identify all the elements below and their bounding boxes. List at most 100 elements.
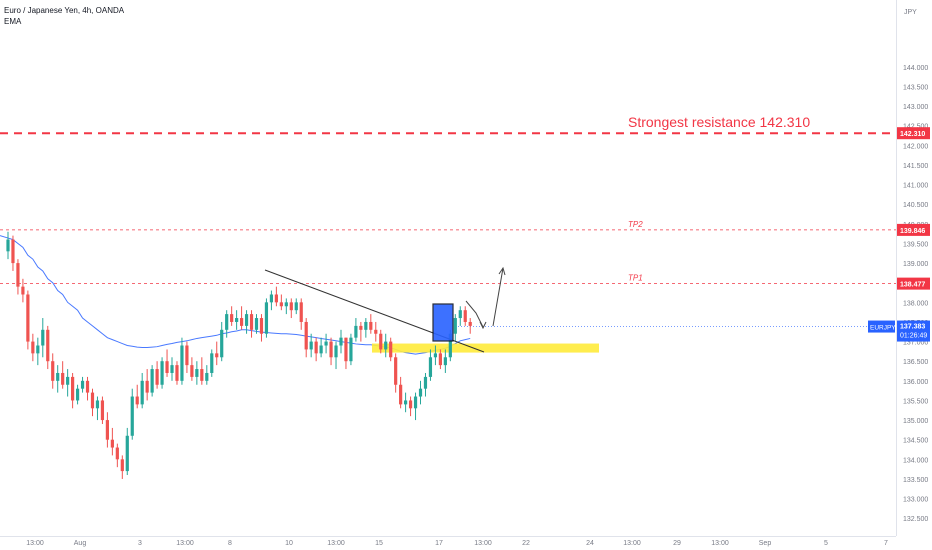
- x-tick-label: 29: [673, 540, 681, 547]
- tp-annotation: TP1: [628, 274, 643, 283]
- candle-body: [359, 325, 363, 330]
- y-tick-label: 142.000: [903, 143, 928, 150]
- level-price-badge: [897, 223, 930, 236]
- candle-body: [344, 337, 348, 362]
- candle-body: [66, 376, 70, 385]
- candle-body: [41, 329, 45, 346]
- candle-body: [170, 365, 174, 373]
- y-tick-label: 134.000: [903, 457, 928, 464]
- x-tick-label: 15: [375, 540, 383, 547]
- candle-body: [264, 302, 269, 334]
- candle-body: [468, 321, 472, 326]
- x-tick-label: 24: [586, 540, 594, 547]
- candle-body: [314, 341, 318, 354]
- x-tick-label: Aug: [74, 540, 87, 547]
- candle-body: [438, 353, 442, 366]
- x-tick-label: 13:00: [176, 540, 194, 547]
- y-tick-label: 136.000: [903, 379, 928, 386]
- candle-body: [80, 380, 85, 389]
- level-price-badge: [897, 277, 930, 290]
- candle-body: [61, 372, 65, 385]
- candle-body: [200, 369, 204, 381]
- y-tick-label: 134.500: [903, 438, 928, 445]
- candle-body: [239, 318, 244, 326]
- candle-body: [85, 380, 90, 393]
- candle-body: [254, 318, 259, 330]
- candle-body: [215, 353, 219, 358]
- candle-body: [279, 302, 283, 307]
- tp-annotation: TP2: [628, 220, 643, 229]
- symbol-badge-text: EURJPY: [870, 325, 896, 332]
- y-tick-label: 143.000: [903, 104, 928, 111]
- ema-line: [0, 235, 471, 355]
- candle-body: [259, 318, 264, 334]
- candle-body: [210, 353, 214, 373]
- candle-body: [364, 321, 368, 330]
- candle-body: [269, 294, 274, 303]
- candle-body: [324, 341, 328, 346]
- indicator-label[interactable]: EMA: [4, 17, 22, 26]
- x-tick-label: 13:00: [327, 540, 345, 547]
- candle-body: [309, 341, 313, 350]
- x-tick-label: 13:00: [474, 540, 492, 547]
- candle-body: [110, 439, 114, 448]
- candle-body: [369, 321, 373, 330]
- level-price-text: 139.846: [900, 228, 925, 235]
- candle-body: [299, 302, 303, 322]
- candle-body: [150, 369, 154, 393]
- candle-body: [135, 396, 139, 405]
- y-tick-label: 139.500: [903, 241, 928, 248]
- y-tick-label: 139.000: [903, 261, 928, 268]
- candle-body: [374, 329, 378, 334]
- y-tick-label: 135.500: [903, 398, 928, 405]
- candle-body: [105, 420, 109, 440]
- candle-body: [304, 321, 308, 350]
- symbol-header: Euro / Japanese Yen, 4h, OANDA EMA: [4, 5, 124, 27]
- y-tick-label: 132.500: [903, 516, 928, 523]
- candle-body: [413, 396, 418, 409]
- candle-body: [423, 376, 428, 389]
- candle-body: [100, 400, 105, 421]
- y-tick-label: 144.000: [903, 65, 928, 72]
- candle-body: [433, 353, 438, 358]
- candle-body: [190, 365, 194, 377]
- candle-body: [160, 361, 164, 385]
- y-tick-label: 143.500: [903, 84, 928, 91]
- candle-body: [120, 459, 124, 472]
- candle-body: [145, 380, 149, 393]
- level-price-badge: [897, 127, 930, 140]
- level-price-text: 142.310: [900, 131, 925, 138]
- candle-body: [448, 333, 452, 358]
- candle-body: [195, 369, 199, 377]
- bar-countdown-text: 01:26:49: [900, 333, 927, 340]
- candle-body: [274, 294, 278, 303]
- candle-body: [289, 302, 293, 311]
- candle-body: [71, 376, 75, 401]
- up-arrow-head: [498, 266, 506, 276]
- candle-body: [130, 396, 134, 436]
- y-tick-label: 138.000: [903, 300, 928, 307]
- candle-body: [284, 302, 288, 307]
- candle-body: [125, 435, 129, 472]
- candle-body: [354, 325, 358, 338]
- candle-body: [235, 318, 239, 322]
- candle-body: [31, 341, 35, 354]
- candle-body: [458, 310, 462, 319]
- x-tick-label: 17: [435, 540, 443, 547]
- candle-body: [175, 365, 179, 381]
- symbol-title[interactable]: Euro / Japanese Yen, 4h, OANDA: [4, 6, 125, 15]
- current-price-text: 137.383: [900, 324, 925, 331]
- candle-body: [428, 357, 433, 377]
- candle-body: [230, 314, 234, 322]
- y-tick-label: 136.500: [903, 359, 928, 366]
- x-tick-label: 13:00: [623, 540, 641, 547]
- down-arrow-head: [479, 321, 487, 330]
- candle-body: [399, 384, 403, 405]
- resistance-annotation: Strongest resistance 142.310: [628, 114, 810, 130]
- price-axis-background: [896, 0, 932, 550]
- x-tick-label: 3: [138, 540, 142, 547]
- y-tick-label: 133.500: [903, 477, 928, 484]
- y-tick-label: 135.000: [903, 418, 928, 425]
- y-tick-label: 140.500: [903, 202, 928, 209]
